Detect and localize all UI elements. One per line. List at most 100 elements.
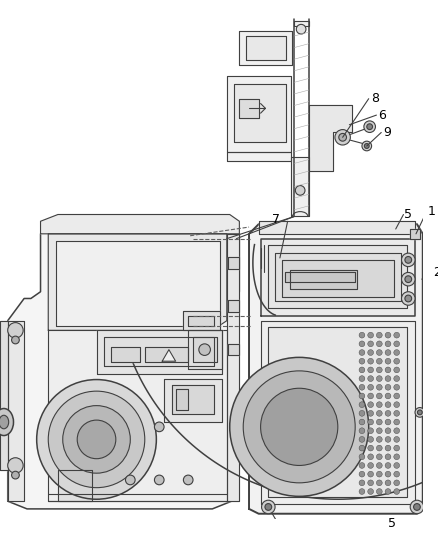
Polygon shape: [290, 270, 357, 289]
Ellipse shape: [385, 376, 391, 382]
Polygon shape: [246, 36, 286, 60]
Ellipse shape: [376, 463, 382, 469]
Ellipse shape: [394, 454, 399, 459]
Ellipse shape: [359, 480, 365, 486]
Polygon shape: [48, 234, 227, 330]
Ellipse shape: [359, 341, 365, 347]
Ellipse shape: [368, 376, 374, 382]
Polygon shape: [249, 224, 423, 514]
Ellipse shape: [368, 471, 374, 477]
Ellipse shape: [368, 332, 374, 338]
Ellipse shape: [402, 272, 415, 286]
Polygon shape: [227, 234, 239, 501]
Text: 6: 6: [378, 109, 386, 122]
Ellipse shape: [368, 419, 374, 425]
Ellipse shape: [359, 376, 365, 382]
Ellipse shape: [385, 445, 391, 451]
Ellipse shape: [368, 463, 374, 469]
Ellipse shape: [368, 393, 374, 399]
Ellipse shape: [368, 480, 374, 486]
Ellipse shape: [362, 141, 371, 151]
Ellipse shape: [385, 384, 391, 390]
Polygon shape: [96, 330, 222, 374]
Polygon shape: [193, 337, 217, 362]
Ellipse shape: [376, 419, 382, 425]
Ellipse shape: [385, 419, 391, 425]
Ellipse shape: [394, 367, 399, 373]
Ellipse shape: [394, 332, 399, 338]
Polygon shape: [261, 321, 415, 504]
Text: 9: 9: [383, 126, 391, 139]
Ellipse shape: [376, 437, 382, 442]
Ellipse shape: [359, 437, 365, 442]
Text: 8: 8: [371, 92, 378, 105]
Ellipse shape: [359, 367, 365, 373]
Ellipse shape: [368, 358, 374, 364]
Ellipse shape: [405, 276, 412, 282]
Ellipse shape: [402, 292, 415, 305]
Ellipse shape: [376, 410, 382, 416]
Text: 2: 2: [433, 266, 438, 279]
Polygon shape: [309, 106, 352, 171]
Polygon shape: [294, 21, 309, 26]
Ellipse shape: [368, 489, 374, 495]
Polygon shape: [111, 347, 140, 362]
Ellipse shape: [385, 358, 391, 364]
Polygon shape: [285, 272, 355, 282]
Ellipse shape: [405, 295, 412, 302]
Ellipse shape: [295, 185, 305, 195]
Ellipse shape: [376, 341, 382, 347]
Ellipse shape: [394, 376, 399, 382]
Ellipse shape: [184, 475, 193, 485]
Polygon shape: [239, 31, 293, 65]
Polygon shape: [176, 389, 188, 410]
Ellipse shape: [415, 408, 425, 417]
Ellipse shape: [155, 475, 164, 485]
Ellipse shape: [297, 25, 306, 34]
Ellipse shape: [199, 344, 210, 356]
Polygon shape: [0, 321, 8, 470]
Polygon shape: [8, 221, 239, 509]
Ellipse shape: [385, 428, 391, 434]
Ellipse shape: [77, 420, 116, 459]
Ellipse shape: [359, 454, 365, 459]
Polygon shape: [188, 316, 214, 326]
Ellipse shape: [368, 341, 374, 347]
Ellipse shape: [376, 445, 382, 451]
Ellipse shape: [376, 384, 382, 390]
Ellipse shape: [48, 391, 145, 488]
Ellipse shape: [364, 121, 375, 133]
Ellipse shape: [376, 358, 382, 364]
Ellipse shape: [335, 130, 350, 145]
Ellipse shape: [410, 500, 424, 514]
Ellipse shape: [376, 402, 382, 408]
Ellipse shape: [63, 406, 130, 473]
Ellipse shape: [376, 376, 382, 382]
Ellipse shape: [385, 471, 391, 477]
Ellipse shape: [385, 480, 391, 486]
Polygon shape: [162, 350, 176, 361]
Polygon shape: [58, 470, 92, 501]
Ellipse shape: [359, 402, 365, 408]
Ellipse shape: [394, 480, 399, 486]
Ellipse shape: [368, 428, 374, 434]
Polygon shape: [228, 301, 239, 312]
Polygon shape: [410, 229, 420, 239]
Polygon shape: [8, 321, 24, 501]
Ellipse shape: [385, 350, 391, 356]
Polygon shape: [228, 257, 239, 269]
Ellipse shape: [125, 475, 135, 485]
Ellipse shape: [417, 410, 422, 415]
Ellipse shape: [394, 358, 399, 364]
Ellipse shape: [359, 410, 365, 416]
Ellipse shape: [8, 458, 23, 473]
Ellipse shape: [243, 371, 355, 483]
Ellipse shape: [359, 428, 365, 434]
Ellipse shape: [385, 332, 391, 338]
Ellipse shape: [376, 367, 382, 373]
Polygon shape: [145, 347, 188, 362]
Ellipse shape: [368, 384, 374, 390]
Ellipse shape: [376, 480, 382, 486]
Polygon shape: [164, 378, 222, 422]
Ellipse shape: [385, 402, 391, 408]
